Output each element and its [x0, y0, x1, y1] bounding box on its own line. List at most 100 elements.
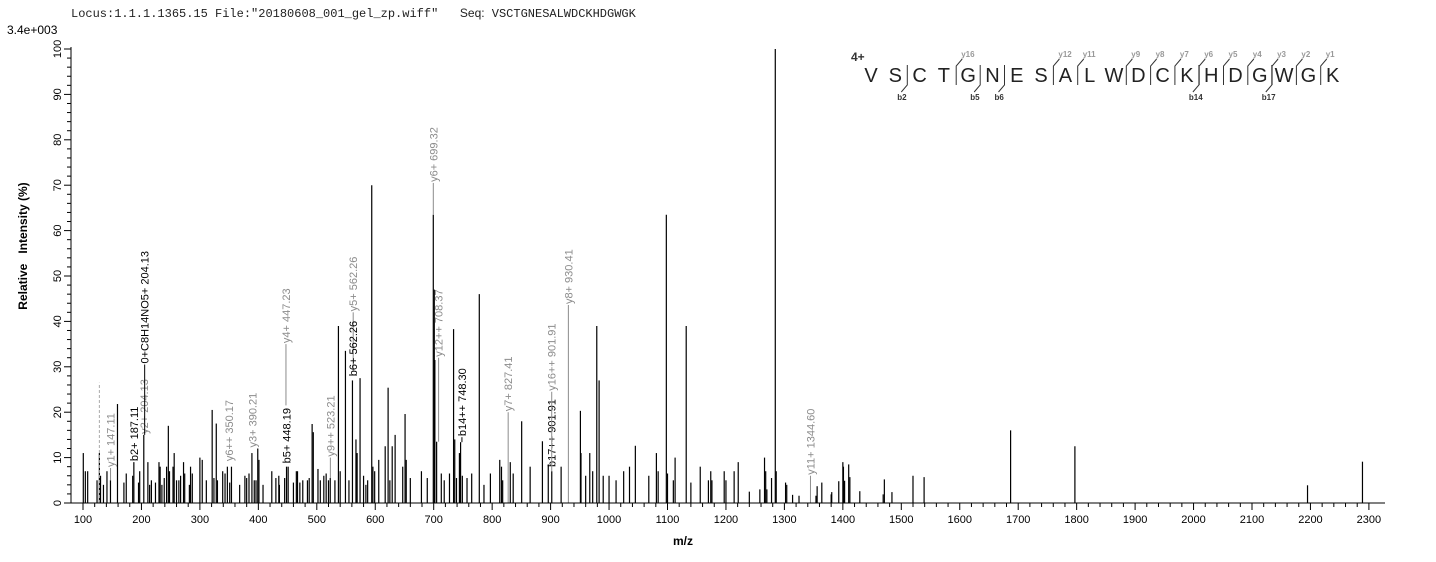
residue-letter: A	[1059, 65, 1073, 87]
y-tick-label: 90	[52, 88, 64, 100]
x-tick-label: 1400	[831, 514, 855, 526]
peak-annotation-label: y6+ 699.32	[428, 127, 440, 182]
y-ion-bracket	[1150, 58, 1157, 85]
y-ion-label: y5	[1229, 50, 1238, 59]
peak-annotation-label: b17++ 901.91	[547, 399, 559, 467]
residue-letter: G	[1252, 65, 1268, 87]
x-tick-label: 1800	[1064, 514, 1088, 526]
spectrum-header: Locus:1.1.1.1365.15 File:"20180608_001_g…	[71, 6, 636, 21]
seq-value: VSCTGNESALWDCKHDGWGK	[491, 7, 636, 21]
residue-letter: V	[864, 65, 878, 87]
peak-annotation-label: 0+C8H14NO5+ 204.13	[140, 251, 152, 364]
b-ion-label: b14	[1189, 93, 1203, 102]
b-ion-bracket	[1265, 65, 1273, 93]
x-tick-label: 400	[249, 514, 267, 526]
x-axis-title: m/z	[673, 534, 693, 548]
residue-letter: G	[960, 65, 976, 87]
y-ion-bracket	[955, 58, 963, 85]
x-tick-label: 1100	[656, 514, 680, 526]
b-ion-label: b17	[1262, 93, 1276, 102]
x-tick-label: 800	[483, 514, 501, 526]
y-ion-label: y16	[961, 50, 975, 59]
peak-annotation-label: b14++ 748.30	[457, 368, 469, 436]
y-ion-label: y7	[1180, 50, 1189, 59]
x-tick-label: 1600	[948, 514, 972, 526]
y-ion-bracket	[1174, 58, 1182, 85]
x-tick-label: 700	[425, 514, 443, 526]
x-tick-label: 2300	[1357, 514, 1381, 526]
y-tick-label: 10	[52, 451, 64, 463]
x-tick-label: 900	[541, 514, 559, 526]
x-tick-label: 2100	[1240, 514, 1264, 526]
x-tick-label: 100	[74, 514, 92, 526]
y-ion-bracket	[1295, 58, 1303, 85]
residue-letter: D	[1131, 65, 1145, 87]
residue-letter: W	[1105, 65, 1124, 87]
peak-annotation-label: y1+ 147.11	[106, 413, 118, 467]
x-tick-label: 600	[366, 514, 384, 526]
file-text: File:"20180608_001_gel_zp.wiff"	[215, 7, 439, 21]
axes-group: 100 200 300 400 500 600 700 800 900 1000 1100 1200 1…	[52, 40, 1385, 526]
residue-letter: C	[1155, 65, 1169, 87]
x-tick-label: 2000	[1181, 514, 1205, 526]
y-ion-bracket	[1223, 58, 1230, 85]
residue-letter: H	[1204, 65, 1218, 87]
y-tick-label: 60	[52, 224, 64, 236]
y-ion-bracket	[1077, 58, 1085, 85]
peak-annotation-label: y7+ 827.41	[503, 356, 515, 411]
x-tick-label: 300	[191, 514, 209, 526]
b-ion-bracket	[973, 65, 981, 93]
y-ion-label: y9	[1131, 50, 1140, 59]
residue-letter: S	[1034, 65, 1047, 87]
b-ion-bracket	[900, 65, 908, 93]
y-axis-title: Relative Intensity (%)	[16, 182, 30, 309]
peak-annotation-label: y11+ 1344.60	[805, 409, 817, 475]
peak-annotation-label: b2+ 187.11	[129, 407, 141, 462]
base-peak-intensity: 3.4e+003	[7, 23, 58, 37]
residue-letter: K	[1180, 65, 1194, 87]
y-tick-label: 100	[52, 40, 64, 58]
b-ion-label: b2	[897, 93, 907, 102]
y-ion-label: y3	[1277, 50, 1286, 59]
b-ion-bracket	[998, 65, 1005, 93]
residue-letter: S	[889, 65, 902, 87]
peak-annotation-label: y12++ 708.37	[434, 289, 446, 356]
peak-annotation-label: y16++ 901.91	[547, 323, 559, 390]
y-ion-bracket	[1125, 58, 1133, 85]
y-ion-label: y2	[1301, 50, 1310, 59]
y-ion-bracket	[1320, 58, 1328, 85]
x-tick-label: 200	[132, 514, 150, 526]
y-ion-label: y1	[1326, 50, 1335, 59]
seq-label: Seq:	[459, 6, 485, 20]
residue-letter: T	[938, 65, 950, 87]
x-tick-label: 500	[308, 514, 326, 526]
peak-annotation-label: y9++ 523.21	[325, 395, 337, 456]
peaks-group	[82, 49, 1364, 503]
residue-letter: G	[1301, 65, 1317, 87]
x-tick-label: 2200	[1298, 514, 1322, 526]
y-ion-bracket	[1052, 58, 1060, 85]
y-ion-bracket	[1247, 58, 1255, 85]
residue-letter: L	[1084, 65, 1095, 87]
y-tick-label: 80	[52, 134, 64, 146]
charge-state: 4+	[851, 50, 865, 64]
peak-annotation-label: y5+ 562.26	[348, 257, 360, 312]
peak-annotation-label: b5+ 448.19	[282, 408, 294, 463]
locus-text: Locus:1.1.1.1365.15	[71, 7, 208, 21]
peak-annotation-label: y6++ 350.17	[224, 400, 236, 461]
residue-letter: W	[1275, 65, 1294, 87]
peak-annotation-label: y8+ 930.41	[563, 249, 575, 304]
peak-annotation-label: y4+ 447.23	[281, 288, 293, 343]
y-ion-label: y11	[1083, 50, 1096, 59]
x-tick-label: 1900	[1123, 514, 1147, 526]
residue-letter: D	[1228, 65, 1242, 87]
residue-letter: E	[1010, 65, 1023, 87]
peak-annotation-label: y3+ 390.21	[248, 393, 260, 448]
y-tick-label: 50	[52, 270, 64, 282]
x-tick-label: 1500	[889, 514, 913, 526]
y-ion-label: y8	[1156, 50, 1165, 59]
y-ion-label: y6	[1204, 50, 1213, 59]
